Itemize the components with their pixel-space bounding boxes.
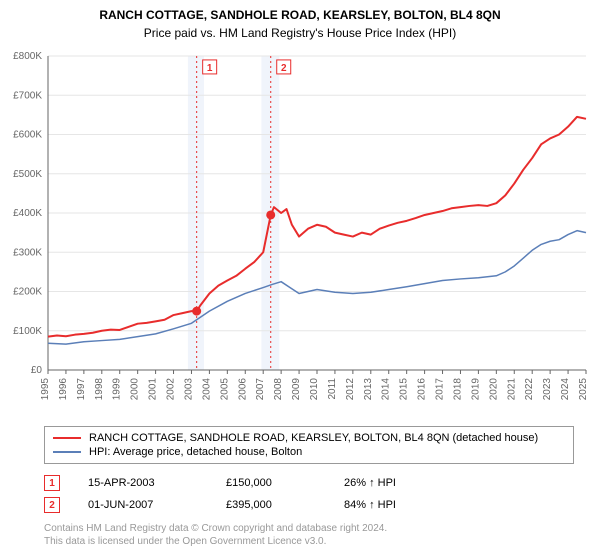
svg-text:2011: 2011 <box>327 378 338 400</box>
svg-text:2: 2 <box>281 63 287 74</box>
svg-text:2002: 2002 <box>166 378 177 401</box>
legend-swatch <box>53 437 81 439</box>
svg-text:2003: 2003 <box>183 378 194 401</box>
sale-price: £150,000 <box>226 477 316 489</box>
sale-badge: 1 <box>44 475 60 491</box>
legend-swatch <box>53 451 81 453</box>
svg-text:2004: 2004 <box>201 378 212 401</box>
legend-row: RANCH COTTAGE, SANDHOLE ROAD, KEARSLEY, … <box>53 431 565 445</box>
legend-box: RANCH COTTAGE, SANDHOLE ROAD, KEARSLEY, … <box>44 426 574 464</box>
credits-line1: Contains HM Land Registry data © Crown c… <box>44 522 387 535</box>
svg-text:2016: 2016 <box>417 378 428 401</box>
chart-title: RANCH COTTAGE, SANDHOLE ROAD, KEARSLEY, … <box>0 0 600 24</box>
svg-text:2014: 2014 <box>381 378 392 401</box>
svg-text:2025: 2025 <box>578 378 589 401</box>
svg-text:2013: 2013 <box>363 378 374 401</box>
sales-row: 1 15-APR-2003 £150,000 26% ↑ HPI <box>44 472 434 494</box>
svg-text:1997: 1997 <box>76 378 87 401</box>
svg-text:2005: 2005 <box>219 378 230 401</box>
sale-hpi-diff: 26% ↑ HPI <box>344 477 434 489</box>
svg-text:2012: 2012 <box>345 378 356 401</box>
credits-line2: This data is licensed under the Open Gov… <box>44 535 387 548</box>
svg-text:£800K: £800K <box>13 51 42 62</box>
svg-text:2006: 2006 <box>237 378 248 401</box>
svg-text:2019: 2019 <box>470 378 481 401</box>
sales-row: 2 01-JUN-2007 £395,000 84% ↑ HPI <box>44 494 434 516</box>
svg-text:2010: 2010 <box>309 378 320 401</box>
svg-text:2001: 2001 <box>148 378 159 401</box>
svg-text:2023: 2023 <box>542 378 553 401</box>
chart-container: RANCH COTTAGE, SANDHOLE ROAD, KEARSLEY, … <box>0 0 600 560</box>
svg-text:2008: 2008 <box>273 378 284 401</box>
svg-text:2015: 2015 <box>399 378 410 401</box>
svg-text:£200K: £200K <box>13 287 42 298</box>
svg-text:£700K: £700K <box>13 90 42 101</box>
credits-text: Contains HM Land Registry data © Crown c… <box>44 522 387 548</box>
svg-text:1999: 1999 <box>112 378 123 401</box>
svg-text:2020: 2020 <box>488 378 499 401</box>
chart-subtitle: Price paid vs. HM Land Registry's House … <box>0 24 600 40</box>
svg-text:£400K: £400K <box>13 208 42 219</box>
svg-text:1995: 1995 <box>40 378 51 401</box>
sale-date: 15-APR-2003 <box>88 477 198 489</box>
chart-area: £0 £100K £200K £300K £400K £500K £600K £700K £80… <box>0 48 600 418</box>
legend-row: HPI: Average price, detached house, Bolt… <box>53 445 565 459</box>
svg-text:1998: 1998 <box>94 378 105 401</box>
line-chart-svg: £0 £100K £200K £300K £400K £500K £600K £700K £80… <box>0 48 600 418</box>
sale-badge: 2 <box>44 497 60 513</box>
sale-price: £395,000 <box>226 499 316 511</box>
svg-text:£300K: £300K <box>13 247 42 258</box>
legend-label: RANCH COTTAGE, SANDHOLE ROAD, KEARSLEY, … <box>89 432 538 444</box>
svg-text:2018: 2018 <box>452 378 463 401</box>
svg-text:£100K: £100K <box>13 326 42 337</box>
svg-text:2009: 2009 <box>291 378 302 401</box>
svg-text:2022: 2022 <box>524 378 535 401</box>
svg-text:£500K: £500K <box>13 169 42 180</box>
svg-text:2024: 2024 <box>560 378 571 401</box>
sales-table: 1 15-APR-2003 £150,000 26% ↑ HPI 2 01-JUN-200… <box>44 472 434 516</box>
sale-date: 01-JUN-2007 <box>88 499 198 511</box>
svg-text:£0: £0 <box>31 365 43 376</box>
svg-text:2021: 2021 <box>506 378 517 401</box>
svg-text:2000: 2000 <box>130 378 141 401</box>
svg-text:2007: 2007 <box>255 378 266 401</box>
svg-text:2017: 2017 <box>435 378 446 401</box>
legend-label: HPI: Average price, detached house, Bolt… <box>89 446 302 458</box>
sale-hpi-diff: 84% ↑ HPI <box>344 499 434 511</box>
svg-text:1996: 1996 <box>58 378 69 401</box>
svg-text:1: 1 <box>207 63 213 74</box>
svg-text:£600K: £600K <box>13 130 42 141</box>
